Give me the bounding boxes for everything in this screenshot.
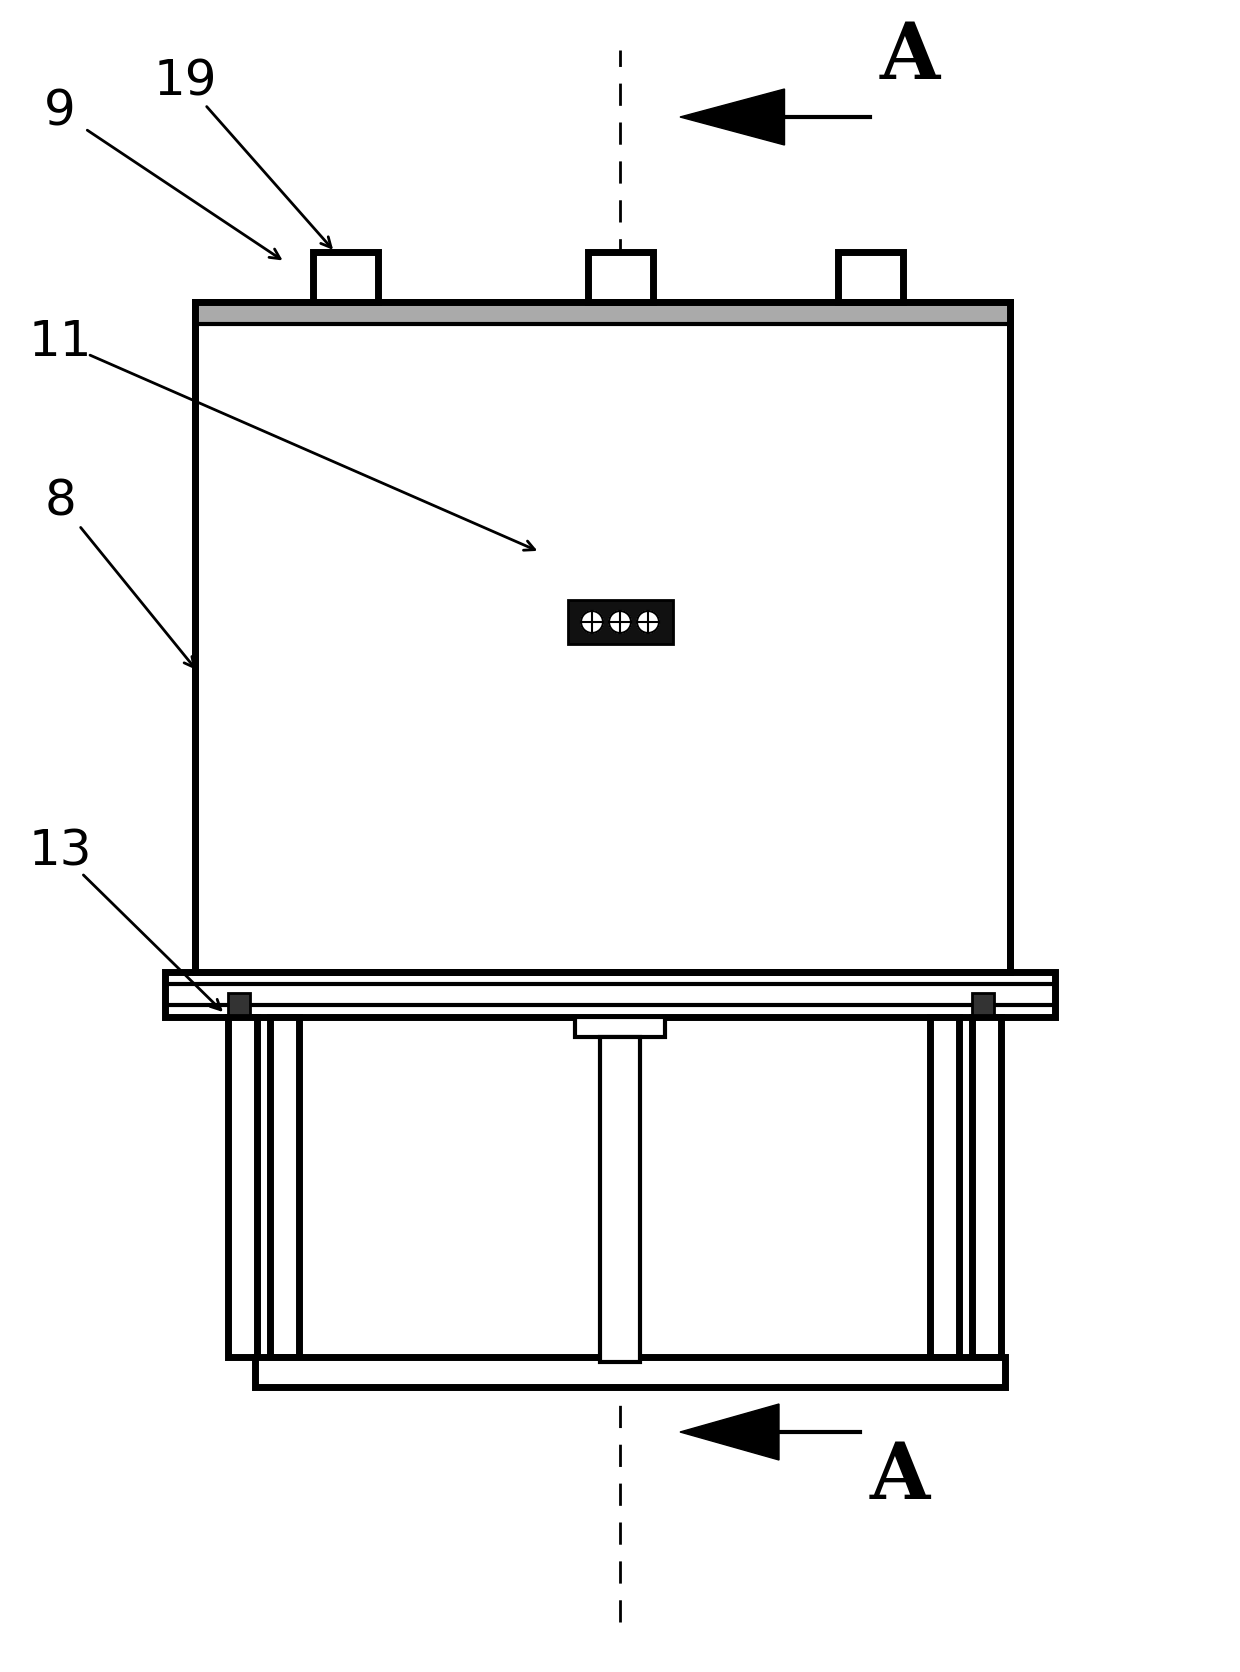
Bar (568, 600, 672, 644)
Circle shape (637, 610, 658, 634)
Text: A: A (870, 1440, 930, 1515)
Text: 19: 19 (154, 59, 217, 105)
Bar (588, 252, 652, 303)
Bar (972, 993, 994, 1015)
Text: A: A (880, 18, 940, 95)
Bar (837, 252, 903, 303)
Bar (255, 1358, 1004, 1388)
Text: 9: 9 (45, 89, 76, 135)
Bar (195, 303, 1011, 971)
Bar (270, 1017, 299, 1358)
Bar (195, 303, 1011, 324)
Bar (228, 993, 250, 1015)
Bar (600, 1037, 640, 1363)
Text: 11: 11 (29, 318, 92, 366)
Text: 8: 8 (45, 478, 76, 527)
Bar (165, 971, 1055, 1017)
Bar (312, 252, 377, 303)
Bar (228, 1017, 257, 1358)
Text: 13: 13 (29, 828, 92, 876)
Bar (930, 1017, 959, 1358)
Bar (575, 1017, 665, 1037)
Polygon shape (680, 89, 785, 145)
Bar (972, 1017, 1001, 1358)
Circle shape (582, 610, 603, 634)
Polygon shape (680, 1404, 779, 1460)
Circle shape (609, 610, 631, 634)
